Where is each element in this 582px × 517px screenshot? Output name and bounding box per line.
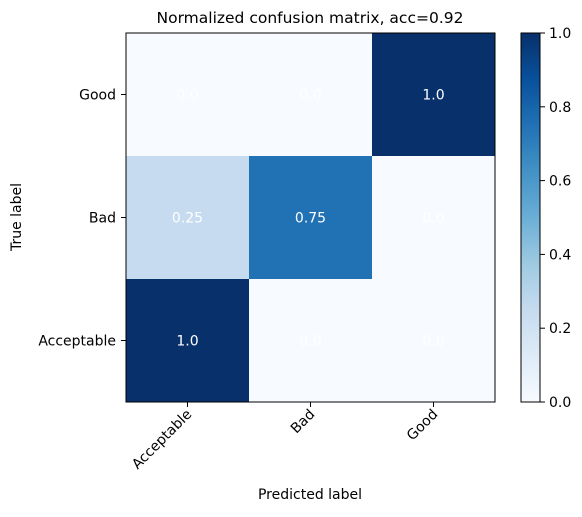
chart-title: Normalized confusion matrix, acc=0.92: [157, 9, 464, 27]
y-axis-label: True label: [9, 183, 25, 252]
heatmap-cell: [249, 33, 373, 157]
heatmap-cell-labels: 0.0 0.0 1.0 0.25 0.75 0.0 1.0 0.0 0.0: [172, 88, 445, 350]
heatmap-cell: [126, 279, 250, 403]
colorbar-tick-label: 0.2: [549, 321, 571, 337]
heatmap-cell: [249, 156, 373, 280]
heatmap-cell-label: 1.0: [176, 334, 198, 350]
colorbar-tick-label: 0.6: [549, 174, 571, 190]
heatmap-cell-label: 1.0: [422, 88, 444, 104]
x-axis-label: Predicted label: [258, 487, 362, 503]
x-axis-ticks: Acceptable Bad Good: [129, 402, 441, 473]
colorbar-tick-label: 0.0: [549, 395, 571, 411]
heatmap-cell-label: 0.0: [299, 334, 321, 350]
heatmap-cell-label: 0.0: [299, 88, 321, 104]
colorbar-tick-label: 0.8: [549, 100, 571, 116]
y-tick-label: Good: [79, 88, 116, 104]
heatmap-cell: [372, 279, 496, 403]
heatmap-cell: [126, 156, 250, 280]
y-tick-label: Bad: [89, 211, 116, 227]
x-tick-label: Good: [404, 407, 441, 444]
heatmap-cell: [126, 33, 250, 157]
heatmap-cell-label: 0.75: [295, 211, 326, 227]
colorbar: [520, 32, 541, 403]
heatmap-cell-label: 0.0: [176, 88, 198, 104]
x-tick-label: Acceptable: [129, 407, 195, 473]
colorbar-ticks: 0.0 0.2 0.4 0.6 0.8 1.0: [540, 26, 571, 411]
heatmap-cell-label: 0.0: [422, 334, 444, 350]
x-tick-label: Bad: [288, 407, 318, 437]
heatmap-cell: [372, 33, 496, 157]
colorbar-tick-label: 0.4: [549, 247, 571, 263]
y-tick-label: Acceptable: [38, 334, 116, 350]
heatmap-cells: [126, 33, 496, 403]
heatmap-cell-label: 0.25: [172, 211, 203, 227]
y-axis-ticks: Good Bad Acceptable: [38, 88, 126, 350]
colorbar-tick-label: 1.0: [549, 26, 571, 42]
heatmap-cell-label: 0.0: [422, 211, 444, 227]
heatmap-cell: [249, 279, 373, 403]
heatmap-cell: [372, 156, 496, 280]
